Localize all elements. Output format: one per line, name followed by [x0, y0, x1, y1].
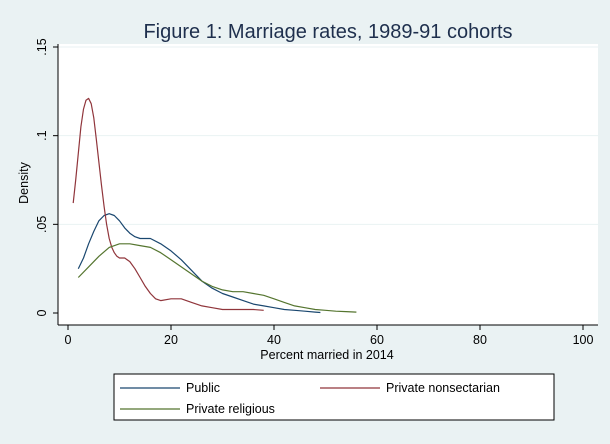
- legend: Public Private nonsectarian Private religi…: [113, 373, 555, 421]
- legend-label-2: Private nonsectarian: [386, 381, 500, 395]
- legend-label-1: Public: [186, 381, 220, 395]
- y-axis-label: Density: [17, 161, 31, 203]
- x-tick-label: 60: [370, 333, 384, 347]
- series-line-2: [72, 97, 264, 311]
- x-tick-label: 40: [267, 333, 281, 347]
- y-tick-label: 0: [35, 309, 49, 316]
- plot-area: 0 20 40 60 80 100 0 .05 .1 .15: [35, 38, 598, 347]
- plot-background: [58, 44, 598, 325]
- x-axis-label: Percent married in 2014: [260, 348, 393, 362]
- x-tick-label: 0: [65, 333, 72, 347]
- x-tick-label: 100: [573, 333, 594, 347]
- legend-box: [113, 373, 555, 421]
- chart-title: Figure 1: Marriage rates, 1989-91 cohort…: [143, 21, 512, 43]
- series-line-3: [77, 243, 357, 313]
- legend-label-3: Private religious: [186, 402, 275, 416]
- y-tick-label: .1: [35, 130, 49, 140]
- series-line-1: [77, 213, 321, 314]
- y-tick-label: .15: [35, 38, 49, 55]
- x-tick-label: 20: [164, 333, 178, 347]
- x-tick-label: 80: [473, 333, 487, 347]
- y-tick-label: .05: [35, 216, 49, 233]
